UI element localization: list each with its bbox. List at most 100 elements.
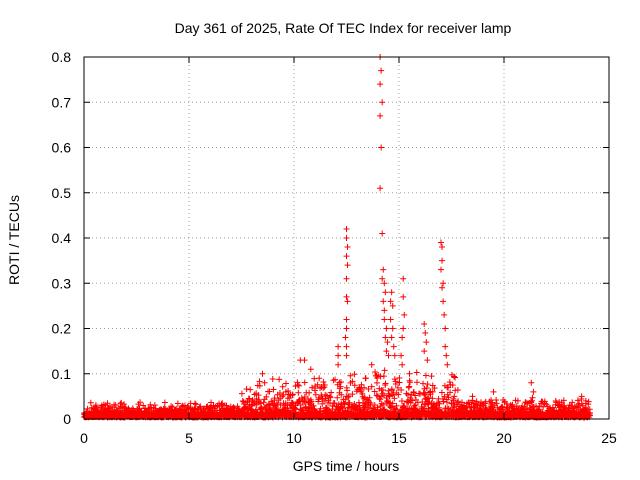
noise-point — [256, 382, 263, 389]
noise-point — [365, 385, 372, 392]
noise-point — [393, 402, 400, 409]
data-point — [440, 298, 447, 305]
baseline-point — [221, 412, 228, 419]
noise-point — [413, 369, 420, 376]
baseline-point — [117, 409, 124, 416]
data-point — [423, 339, 430, 346]
noise-point — [409, 397, 416, 404]
data-point — [440, 280, 447, 287]
data-point — [400, 275, 407, 282]
noise-point — [112, 402, 119, 409]
baseline-point — [291, 410, 298, 417]
baseline-point — [470, 413, 477, 420]
noise-point — [407, 379, 414, 386]
baseline-point — [481, 412, 488, 419]
noise-point — [429, 395, 436, 402]
noise-point — [332, 376, 339, 383]
baseline-point — [165, 411, 172, 418]
noise-point — [285, 388, 292, 395]
noise-point — [145, 405, 152, 412]
noise-point — [438, 389, 445, 396]
data-point — [368, 361, 375, 368]
noise-point — [529, 394, 536, 401]
baseline-point — [350, 412, 357, 419]
noise-point — [349, 391, 356, 398]
noise-point — [373, 392, 380, 399]
noise-point — [87, 399, 94, 406]
baseline-point — [160, 411, 167, 418]
baseline-point — [275, 411, 282, 418]
noise-point — [294, 381, 301, 388]
baseline-point — [88, 411, 95, 418]
data-point — [316, 375, 323, 382]
noise-point — [473, 398, 480, 405]
baseline-point — [137, 412, 144, 419]
baseline-point — [425, 409, 432, 416]
baseline-point — [211, 410, 218, 417]
noise-point — [238, 390, 245, 397]
noise-point — [356, 402, 363, 409]
baseline-point — [222, 412, 229, 419]
data-point — [398, 352, 405, 359]
data-point — [301, 357, 308, 364]
noise-point — [361, 384, 368, 391]
y-tick-label: 0.8 — [52, 49, 72, 65]
data-point — [259, 370, 266, 377]
noise-point — [403, 390, 410, 397]
data-point — [391, 352, 398, 359]
baseline-point — [176, 411, 183, 418]
baseline-point — [538, 411, 545, 418]
data-point — [343, 225, 350, 232]
noise-point — [321, 382, 328, 389]
baseline-point — [441, 412, 448, 419]
data-point — [344, 262, 351, 269]
baseline-point — [312, 412, 319, 419]
noise-point — [367, 400, 374, 407]
noise-point — [414, 379, 421, 386]
data-point — [343, 275, 350, 282]
data-point — [379, 99, 386, 106]
baseline-point — [433, 409, 440, 416]
noise-point — [196, 404, 203, 411]
noise-point — [271, 395, 278, 402]
noise-point — [301, 394, 308, 401]
baseline-point — [253, 411, 260, 418]
noise-point — [421, 391, 428, 398]
noise-point — [191, 400, 198, 407]
noise-point — [374, 374, 381, 381]
noise-point — [349, 378, 356, 385]
noise-point — [312, 383, 319, 390]
data-point — [390, 343, 397, 350]
noise-point — [585, 398, 592, 405]
baseline-point — [122, 410, 129, 417]
baseline-point — [470, 410, 477, 417]
baseline-point — [125, 411, 132, 418]
noise-point — [379, 387, 386, 394]
baseline-point — [448, 410, 455, 417]
data-point — [382, 334, 389, 341]
noise-point — [234, 403, 241, 410]
data-point — [384, 339, 391, 346]
baseline-point — [576, 414, 583, 421]
noise-point — [358, 381, 365, 388]
baseline-point — [542, 411, 549, 418]
data-point — [343, 316, 350, 323]
noise-point — [326, 393, 333, 400]
noise-point — [323, 392, 330, 399]
baseline-point — [551, 412, 558, 419]
baseline-point — [340, 410, 347, 417]
baseline-point — [528, 413, 535, 420]
baseline-point — [201, 409, 208, 416]
noise-point — [359, 390, 366, 397]
noise-point — [266, 388, 273, 395]
data-point — [307, 366, 314, 373]
data-point — [421, 320, 428, 327]
data-point — [399, 361, 406, 368]
data-point — [441, 311, 448, 318]
noise-point — [243, 386, 250, 393]
data-point — [401, 311, 408, 318]
noise-point — [308, 398, 315, 405]
x-axis-label: GPS time / hours — [293, 458, 400, 474]
noise-point — [514, 397, 521, 404]
noise-point — [306, 389, 313, 396]
